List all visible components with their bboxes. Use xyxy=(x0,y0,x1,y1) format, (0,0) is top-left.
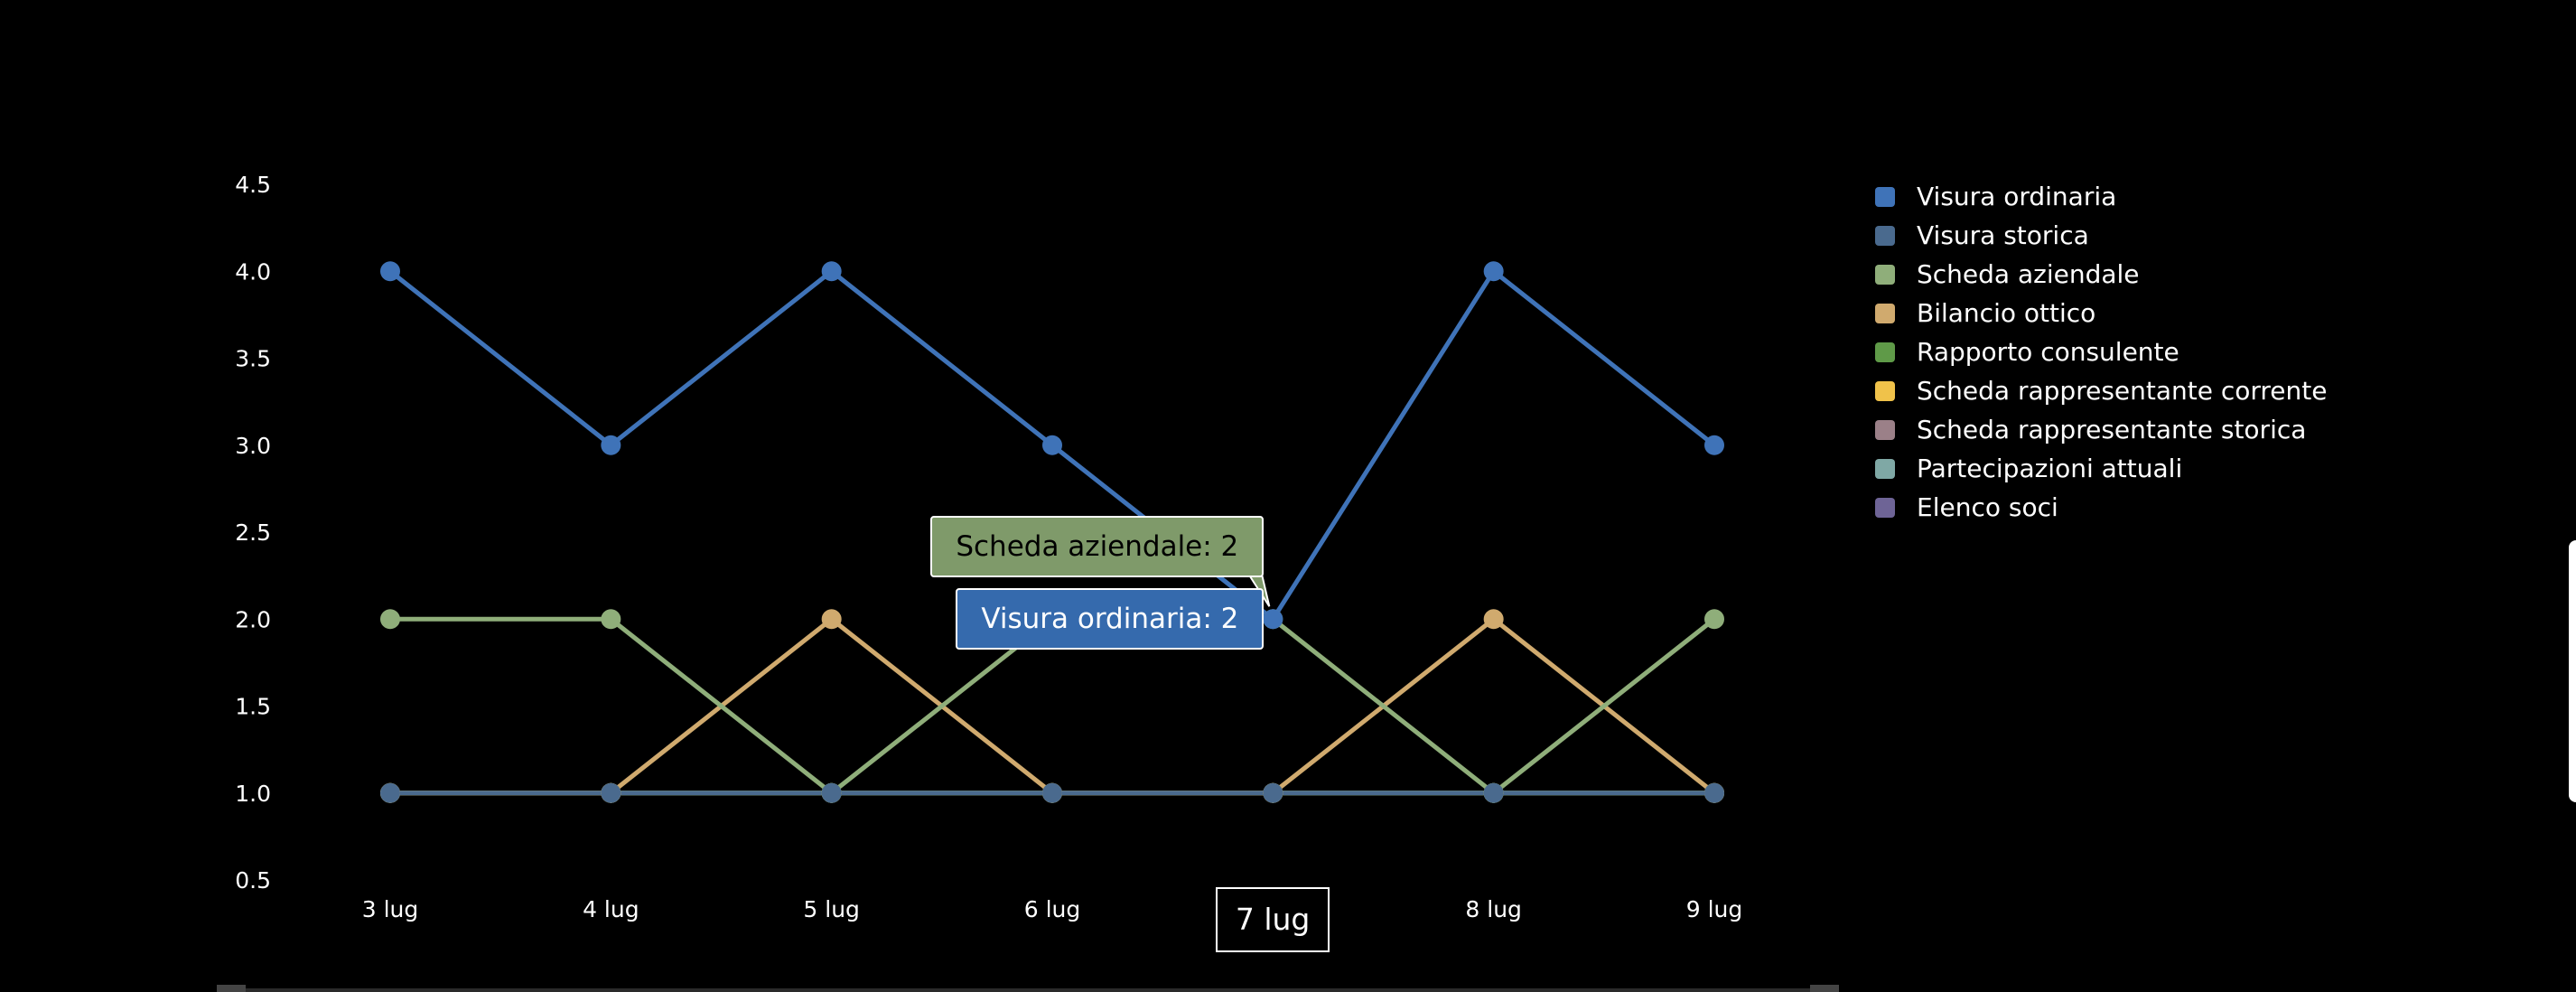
x-tick-label: 8 lug xyxy=(1465,896,1522,922)
legend-item[interactable]: Scheda rappresentante corrente xyxy=(1875,371,2327,410)
series-points xyxy=(380,261,1724,803)
legend-label: Scheda rappresentante storica xyxy=(1917,415,2307,445)
y-tick-label: 4.5 xyxy=(235,172,271,198)
data-point[interactable] xyxy=(821,782,842,803)
y-tick-label: 2.0 xyxy=(235,606,271,632)
x-axis-highlight-label: 7 lug xyxy=(1215,887,1330,952)
data-point[interactable] xyxy=(1042,435,1062,455)
legend-label: Visura storica xyxy=(1917,220,2089,250)
x-axis-ticks: 3 lug 4 lug 5 lug 6 lug 8 lug 9 lug xyxy=(362,896,1743,922)
data-point[interactable] xyxy=(601,435,621,455)
data-point[interactable] xyxy=(601,609,621,630)
legend-label: Scheda rappresentante corrente xyxy=(1917,376,2328,406)
legend-label: Elenco soci xyxy=(1917,492,2058,522)
legend-swatch xyxy=(1875,186,1895,207)
y-tick-label: 1.5 xyxy=(235,694,271,720)
legend-swatch xyxy=(1875,225,1895,246)
tooltip-visura-ordinaria: Visura ordinaria: 2 xyxy=(956,588,1265,650)
data-point[interactable] xyxy=(1483,782,1504,803)
legend-item[interactable]: Visura storica xyxy=(1875,216,2327,255)
legend-item[interactable]: Rapporto consulente xyxy=(1875,332,2327,371)
legend-item[interactable]: Partecipazioni attuali xyxy=(1875,449,2327,488)
y-tick-label: 4.0 xyxy=(235,258,271,285)
data-point[interactable] xyxy=(1483,609,1504,630)
y-tick-label: 3.5 xyxy=(235,346,271,372)
vertical-scrollbar[interactable] xyxy=(2569,540,2576,802)
data-point[interactable] xyxy=(380,609,400,630)
legend-swatch xyxy=(1875,497,1895,518)
x-tick-label: 4 lug xyxy=(583,896,639,922)
range-handle-left[interactable] xyxy=(217,985,246,992)
legend-swatch xyxy=(1875,458,1895,479)
range-handle-right[interactable] xyxy=(1810,985,1839,992)
legend-swatch xyxy=(1875,342,1895,362)
legend-item[interactable]: Scheda rappresentante storica xyxy=(1875,410,2327,449)
data-point[interactable] xyxy=(1483,261,1504,282)
legend-item[interactable]: Bilancio ottico xyxy=(1875,294,2327,332)
horizontal-scroll-rail[interactable] xyxy=(217,988,1839,992)
legend-item[interactable]: Elenco soci xyxy=(1875,488,2327,527)
data-point[interactable] xyxy=(1704,609,1724,630)
x-tick-label: 9 lug xyxy=(1686,896,1743,922)
legend: Visura ordinaria Visura storica Scheda azi… xyxy=(1875,177,2327,527)
x-tick-label: 3 lug xyxy=(362,896,419,922)
legend-item[interactable]: Scheda aziendale xyxy=(1875,255,2327,294)
y-tick-label: 3.0 xyxy=(235,433,271,459)
legend-swatch xyxy=(1875,264,1895,285)
data-point[interactable] xyxy=(821,609,842,630)
y-tick-label: 2.5 xyxy=(235,519,271,546)
legend-label: Partecipazioni attuali xyxy=(1917,454,2183,483)
legend-swatch xyxy=(1875,419,1895,440)
data-point[interactable] xyxy=(821,261,842,282)
data-point[interactable] xyxy=(380,261,400,282)
data-point[interactable] xyxy=(1263,782,1283,803)
y-tick-label: 1.0 xyxy=(235,781,271,807)
data-point[interactable] xyxy=(1263,609,1283,630)
y-tick-label: 0.5 xyxy=(235,867,271,894)
legend-swatch xyxy=(1875,380,1895,401)
tooltip-scheda-aziendale: Scheda aziendale: 2 xyxy=(930,516,1265,577)
data-point[interactable] xyxy=(601,782,621,803)
data-point[interactable] xyxy=(1704,782,1724,803)
data-point[interactable] xyxy=(1704,435,1724,455)
data-point[interactable] xyxy=(1042,782,1062,803)
legend-label: Scheda aziendale xyxy=(1917,259,2140,289)
legend-label: Bilancio ottico xyxy=(1917,298,2096,328)
x-tick-label: 5 lug xyxy=(803,896,860,922)
x-tick-label: 6 lug xyxy=(1024,896,1081,922)
legend-label: Visura ordinaria xyxy=(1917,182,2117,211)
y-axis-ticks: 4.5 4.0 3.5 3.0 2.5 2.0 1.5 1.0 0.5 xyxy=(235,172,271,894)
legend-label: Rapporto consulente xyxy=(1917,337,2179,367)
data-point[interactable] xyxy=(380,782,400,803)
legend-item[interactable]: Visura ordinaria xyxy=(1875,177,2327,216)
legend-swatch xyxy=(1875,303,1895,323)
